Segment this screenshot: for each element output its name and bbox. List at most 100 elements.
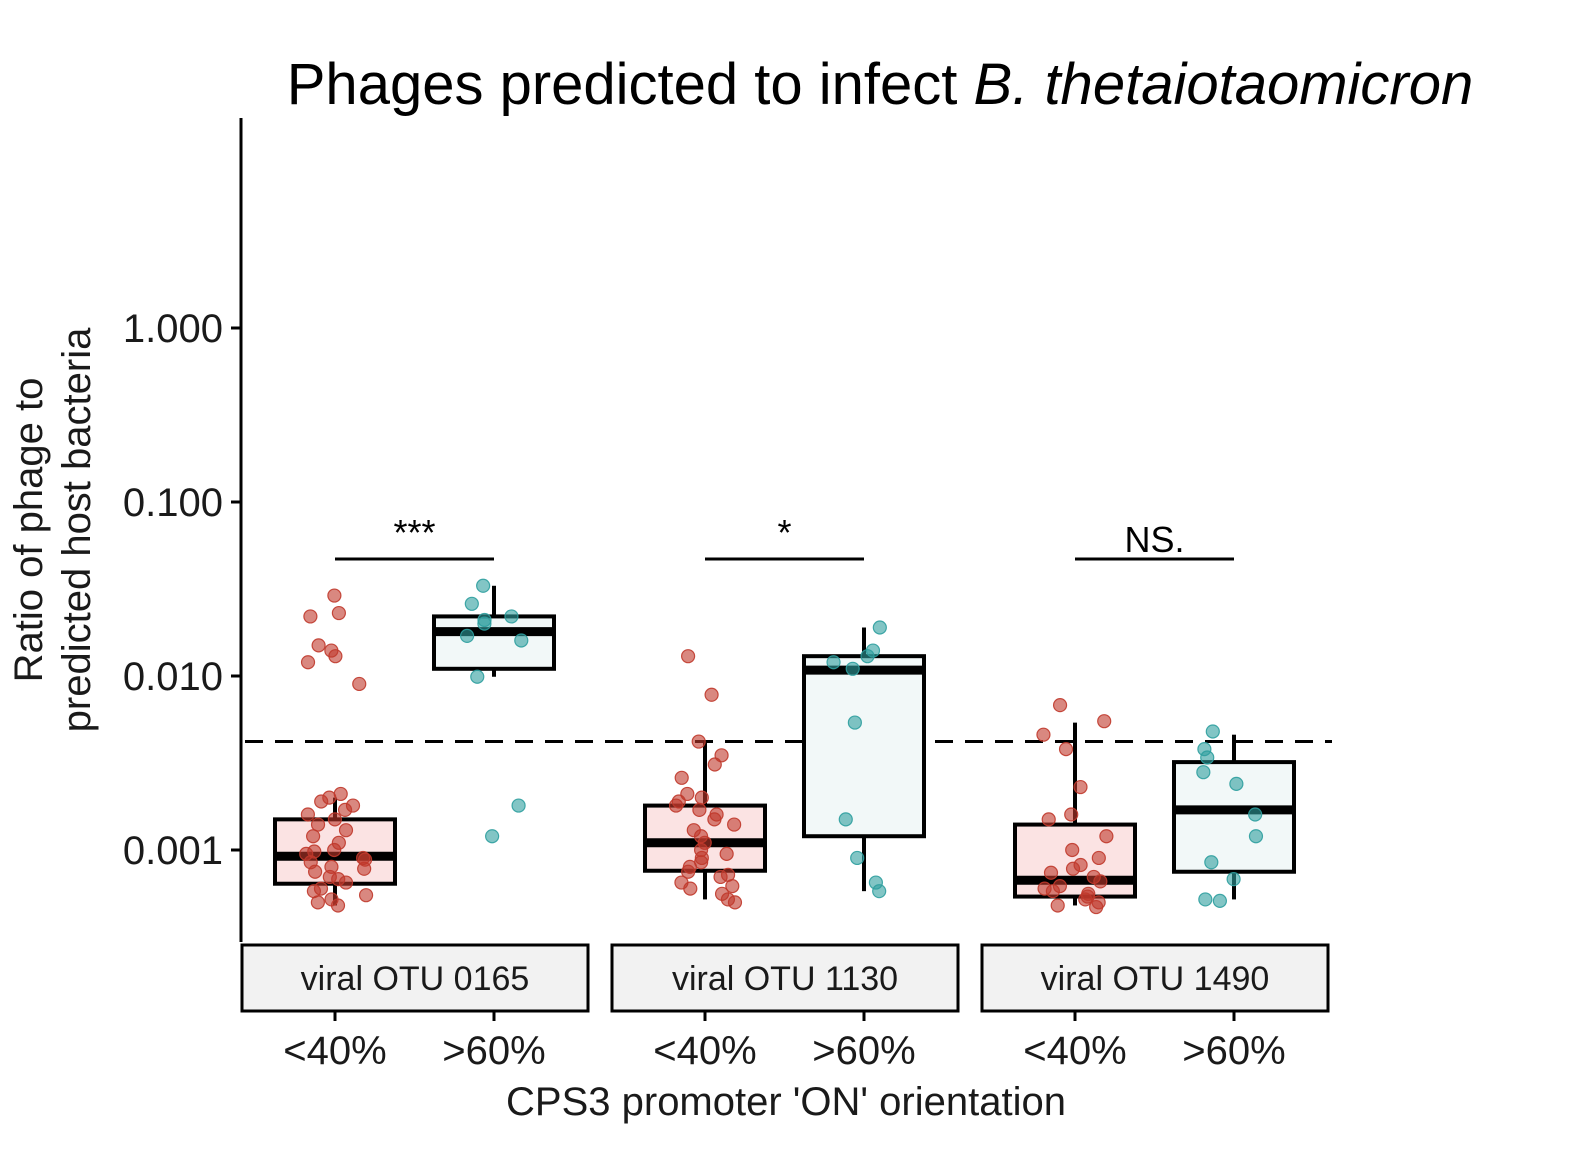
data-point: [306, 829, 321, 844]
x-tick-label: >60%: [442, 1029, 545, 1073]
y-axis-title-line1: Ratio of phage to: [7, 378, 51, 683]
data-point: [694, 790, 709, 805]
data-point: [357, 861, 372, 876]
y-tick-label: 0.001: [123, 829, 223, 873]
data-point: [310, 817, 326, 832]
data-point: [845, 661, 860, 676]
data-point: [681, 649, 696, 664]
data-point: [683, 881, 698, 896]
data-point: [300, 807, 316, 822]
data-point: [476, 578, 491, 593]
data-point: [1043, 865, 1059, 880]
data-point: [691, 734, 706, 749]
x-tick-label: >60%: [812, 1029, 915, 1073]
data-point: [314, 794, 329, 809]
data-point: [1052, 698, 1068, 713]
data-point: [470, 669, 485, 684]
data-point: [338, 875, 354, 890]
data-point: [1073, 779, 1088, 795]
data-point: [1097, 714, 1112, 729]
data-point: [872, 884, 887, 899]
data-point: [720, 867, 736, 882]
data-point: [330, 898, 346, 913]
x-tick-label: <40%: [653, 1029, 756, 1073]
data-point: [511, 798, 526, 813]
data-point: [504, 609, 519, 624]
data-point: [872, 620, 887, 635]
data-point: [1226, 872, 1241, 887]
data-point: [1248, 807, 1263, 822]
data-point: [1229, 776, 1244, 791]
data-point: [1065, 842, 1080, 858]
chart-title-italic: B. thetaiotaomicron: [974, 52, 1474, 117]
data-point: [1091, 850, 1106, 866]
data-point: [847, 715, 862, 730]
data-point: [327, 842, 342, 858]
data-point: [850, 850, 865, 866]
panel-strip: [610, 943, 960, 1013]
data-point: [352, 676, 367, 692]
panel: NS. viral OTU 1490 <40% >60%: [980, 519, 1330, 1073]
significance-label: *: [777, 512, 791, 553]
data-point: [311, 638, 326, 653]
data-point: [1065, 861, 1081, 876]
data-point: [464, 596, 479, 611]
panel: *** viral OTU 0165 <40% >60%: [240, 512, 590, 1073]
data-point: [838, 812, 853, 827]
data-point: [727, 895, 743, 910]
data-point: [1205, 724, 1220, 739]
panel-strip: [240, 943, 590, 1013]
data-point: [668, 798, 684, 813]
x-tick-label: <40%: [283, 1029, 386, 1073]
data-point: [1248, 829, 1264, 844]
data-point: [358, 888, 374, 903]
y-axis-title-line2: predicted host bacteria: [55, 327, 99, 732]
data-point: [1058, 742, 1074, 757]
data-point: [1093, 874, 1108, 889]
data-point: [727, 817, 742, 832]
data-point: [1099, 829, 1114, 844]
data-point: [485, 829, 500, 844]
x-tick-label: >60%: [1182, 1029, 1285, 1073]
data-point: [1064, 807, 1079, 822]
x-axis-title: CPS3 promoter 'ON' orientation: [506, 1080, 1066, 1124]
y-tick-label: 0.100: [123, 481, 223, 525]
panel-strip-label: viral OTU 1490: [1041, 960, 1270, 998]
box-iqr: [1172, 760, 1296, 874]
data-point: [327, 812, 343, 827]
data-point: [331, 605, 346, 621]
data-point: [1200, 750, 1215, 765]
data-point: [514, 633, 529, 648]
data-point: [477, 616, 492, 631]
significance-label: NS.: [1124, 519, 1184, 560]
data-point: [459, 628, 475, 644]
x-tick-label: <40%: [1023, 1029, 1126, 1073]
data-point: [1204, 855, 1219, 870]
data-point: [1045, 884, 1060, 899]
significance-label: ***: [393, 512, 435, 553]
data-point: [1041, 812, 1056, 827]
data-point: [308, 864, 323, 879]
data-point: [1212, 893, 1227, 908]
data-point: [303, 609, 318, 624]
data-point: [1089, 899, 1104, 915]
panel-strip-label: viral OTU 1130: [672, 960, 898, 998]
data-point: [860, 649, 875, 664]
data-point: [1036, 727, 1051, 742]
data-point: [338, 823, 354, 838]
data-point: [826, 655, 841, 670]
y-axis-title: Ratio of phage to predicted host bacteri…: [7, 327, 99, 732]
data-point: [692, 802, 707, 818]
plot-area: 1.000 0.100 0.010 0.001 *** viral OTU 0165 <40…: [123, 118, 1332, 1073]
data-point: [327, 588, 342, 603]
data-point: [300, 655, 316, 670]
box-iqr: [802, 654, 926, 839]
data-point: [1078, 892, 1093, 907]
y-tick-label: 0.010: [123, 655, 223, 699]
box-iqr: [432, 614, 556, 671]
chart-title-prefix: Phages predicted to infect: [287, 52, 974, 117]
data-point: [1196, 765, 1211, 780]
y-tick-label: 1.000: [123, 307, 223, 351]
data-point: [707, 812, 722, 827]
